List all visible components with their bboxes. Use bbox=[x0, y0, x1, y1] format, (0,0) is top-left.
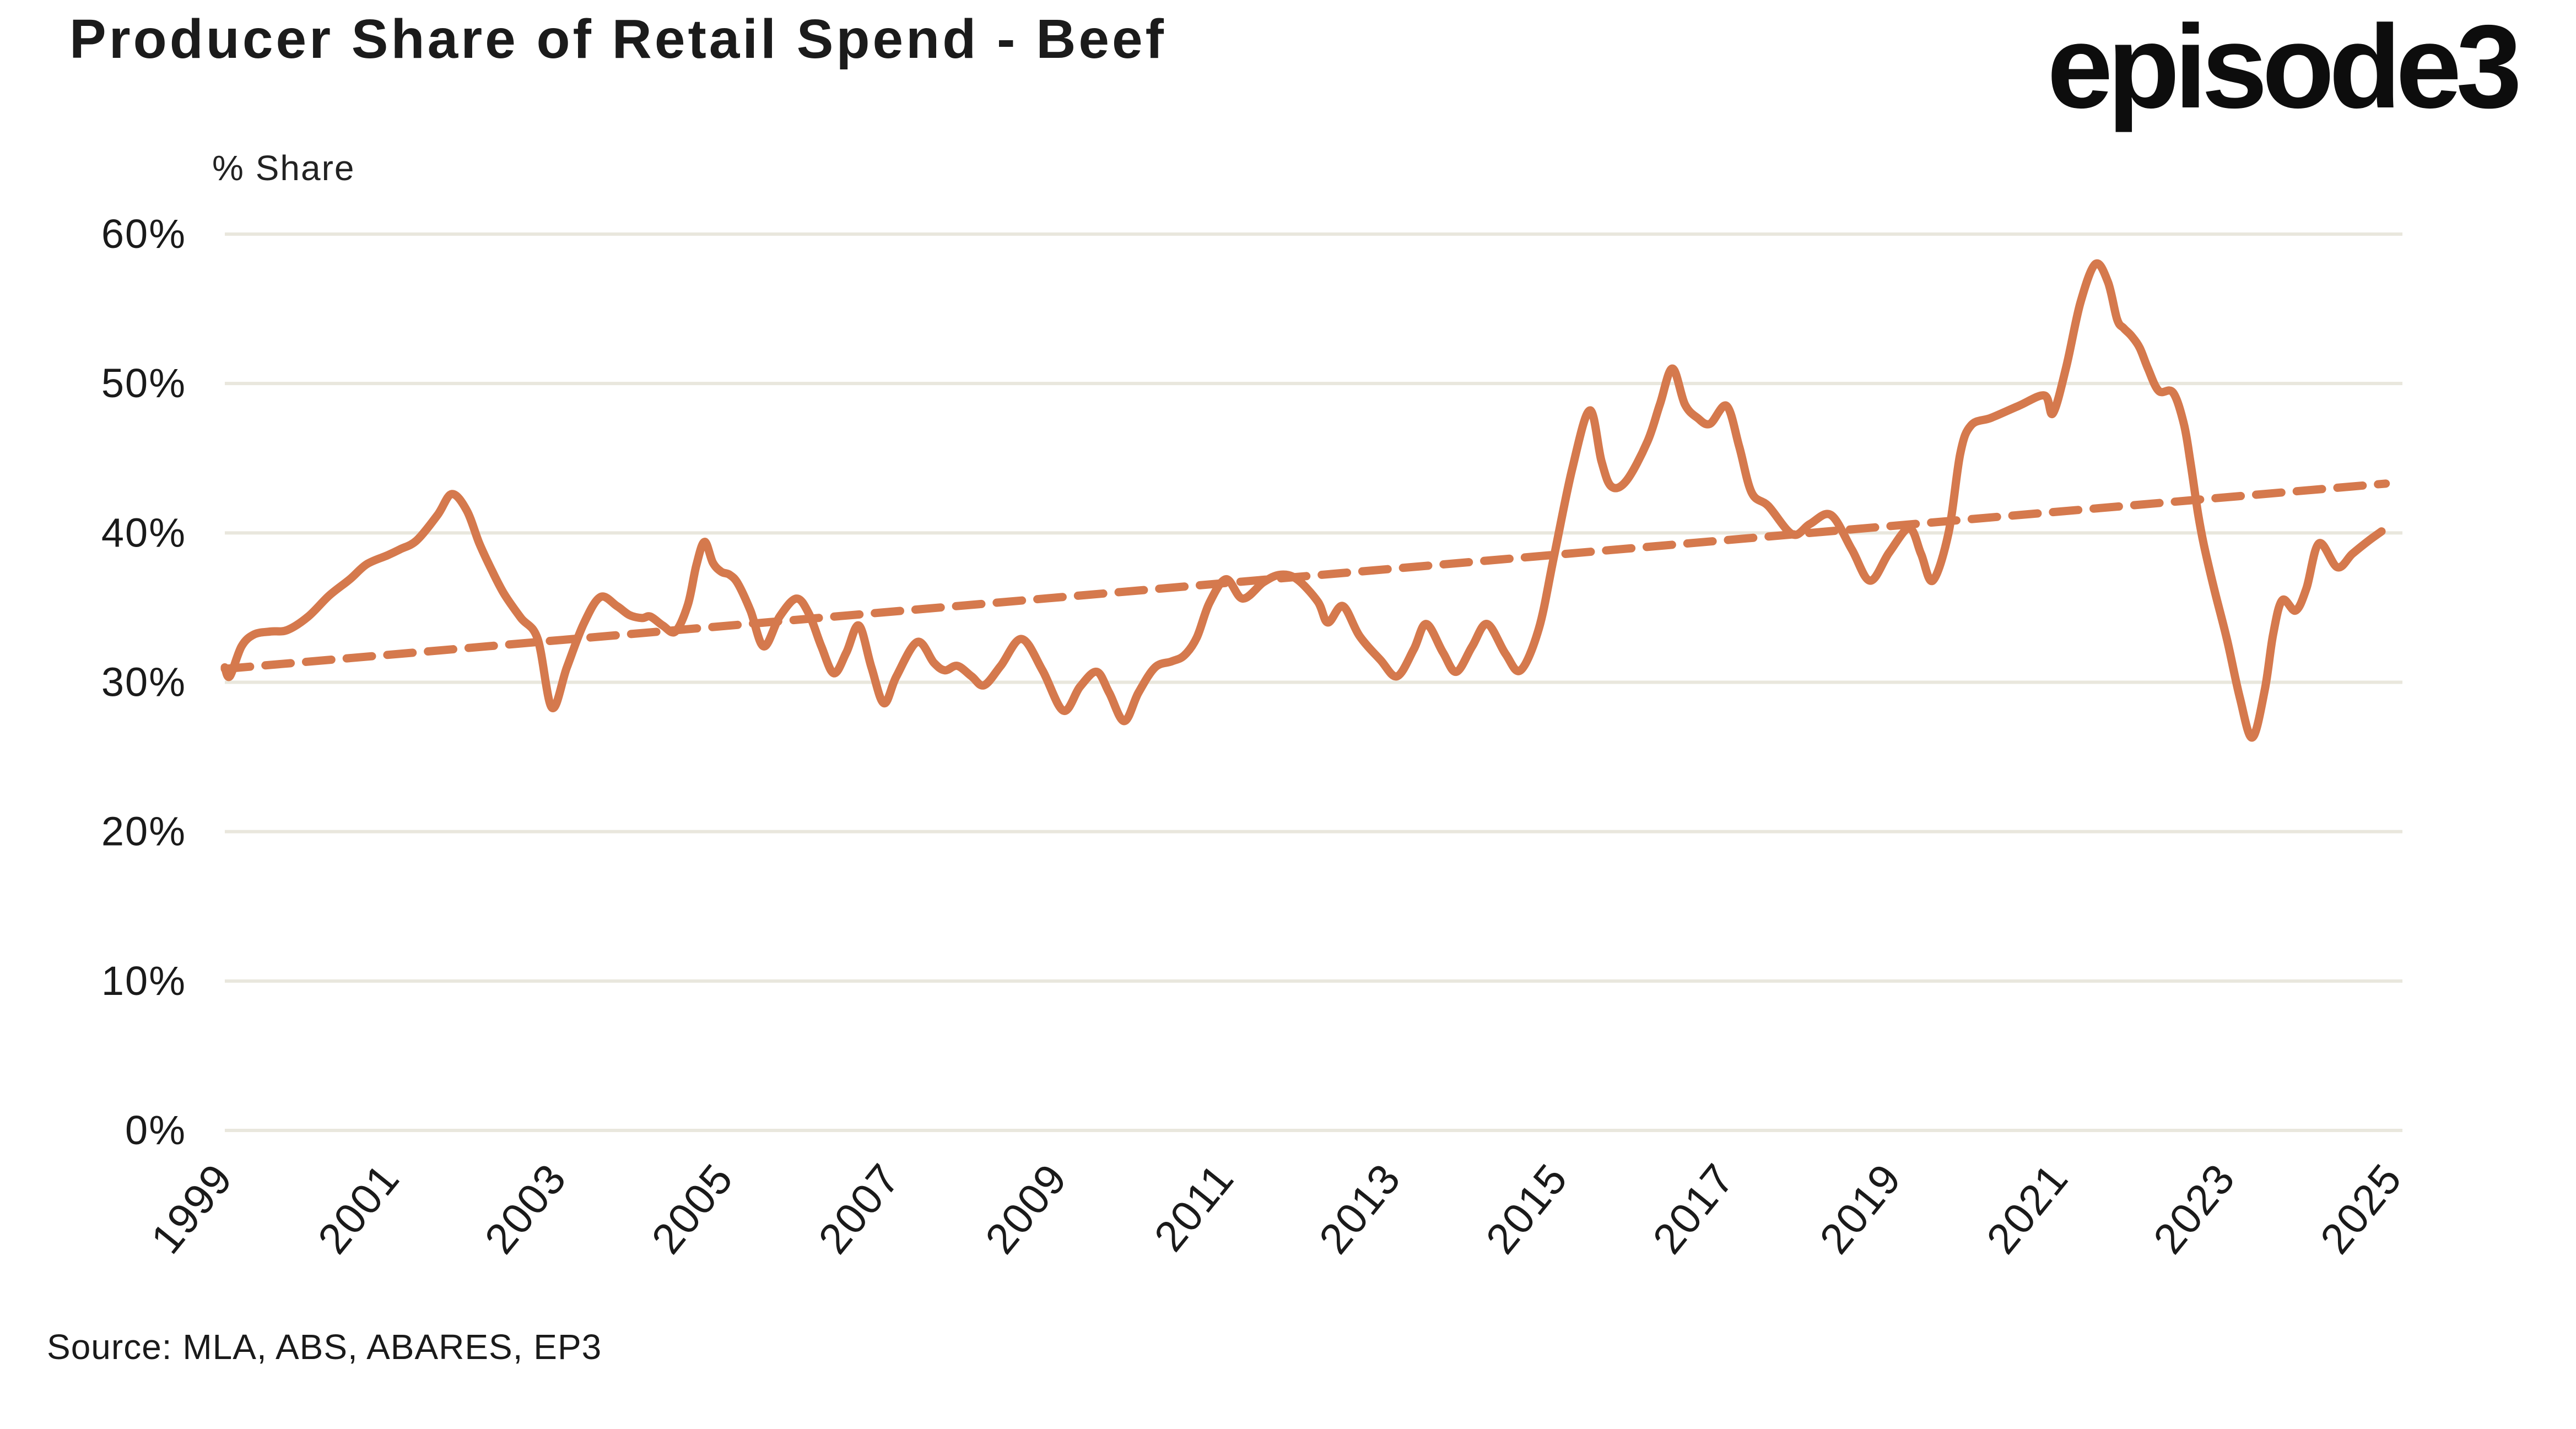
y-tick-label: 60% bbox=[101, 211, 186, 257]
x-tick-label: 2009 bbox=[976, 1154, 1077, 1262]
source-note: Source: MLA, ABS, ABARES, EP3 bbox=[47, 1327, 602, 1367]
y-tick-label: 50% bbox=[101, 360, 186, 406]
x-tick-label: 2011 bbox=[1144, 1154, 1243, 1260]
x-tick-label: 2013 bbox=[1309, 1154, 1410, 1262]
x-tick-label: 2025 bbox=[2310, 1154, 2411, 1262]
x-tick-label: 2021 bbox=[1977, 1154, 2078, 1262]
x-tick-label: 1999 bbox=[142, 1154, 242, 1262]
y-tick-label: 0% bbox=[125, 1107, 186, 1153]
y-tick-label: 30% bbox=[101, 659, 186, 705]
x-tick-label: 2007 bbox=[809, 1154, 910, 1262]
x-tick-label: 2015 bbox=[1476, 1154, 1577, 1262]
series-line bbox=[220, 259, 2386, 742]
x-tick-label: 2005 bbox=[642, 1154, 743, 1262]
x-tick-label: 2019 bbox=[1810, 1154, 1911, 1262]
x-tick-label: 2017 bbox=[1643, 1154, 1744, 1262]
trend-line bbox=[220, 479, 2390, 673]
y-tick-label: 20% bbox=[101, 809, 186, 854]
brand-logo-episode3: episode3 bbox=[2046, 0, 2522, 133]
x-tick-label: 2023 bbox=[2144, 1154, 2245, 1262]
x-tick-label: 2003 bbox=[475, 1154, 576, 1262]
chart-title: Producer Share of Retail Spend - Beef bbox=[69, 8, 1167, 70]
y-tick-label: 40% bbox=[101, 510, 186, 555]
y-axis-unit-label: % Share bbox=[212, 148, 355, 188]
y-tick-label: 10% bbox=[101, 958, 186, 1004]
x-tick-label: 2001 bbox=[308, 1154, 409, 1262]
